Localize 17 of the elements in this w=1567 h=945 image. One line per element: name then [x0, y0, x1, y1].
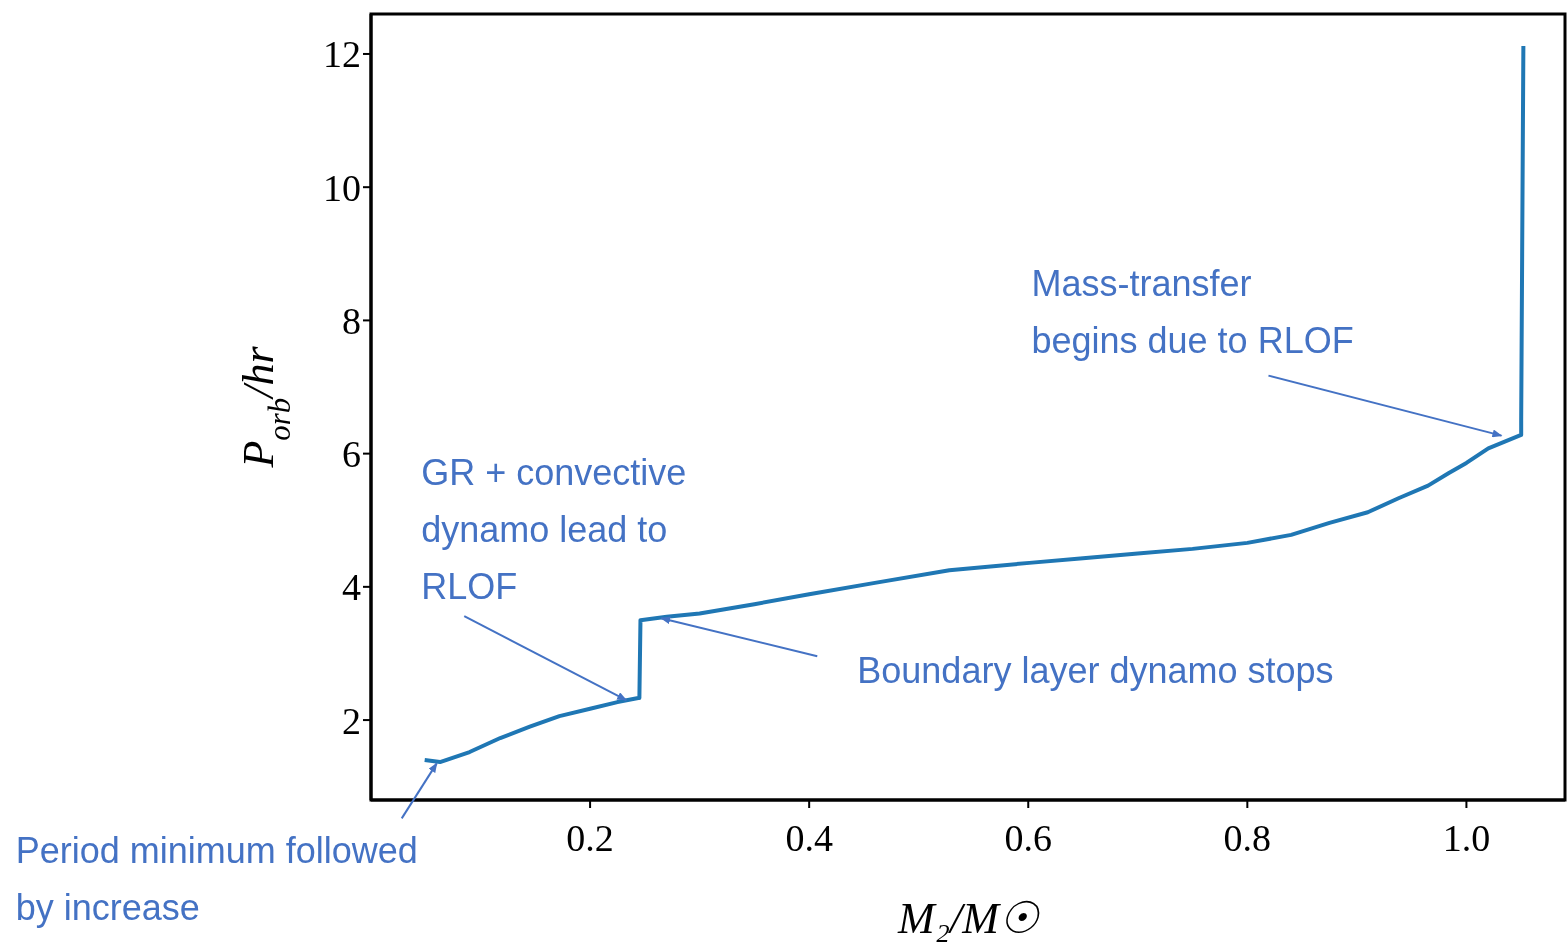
annotation: GR + convective dynamo lead to RLOF [421, 452, 687, 608]
x-tick-label: 1.0 [1442, 816, 1491, 859]
x-tick-label: 0.4 [785, 816, 833, 859]
y-tick-label: 6 [342, 433, 361, 476]
y-tick-label: 2 [342, 699, 361, 742]
x-tick-label: 0.2 [566, 816, 614, 859]
x-tick-label: 0.6 [1004, 816, 1052, 859]
annotation: Mass-transfer begins due to RLOF [1031, 262, 1354, 361]
annotation: Boundary layer dynamo stops [857, 650, 1334, 692]
x-tick-label: 0.8 [1223, 816, 1272, 859]
y-tick-label: 10 [323, 166, 361, 209]
x-axis-title: M₂/M☉ [897, 894, 1040, 943]
y-tick-label: 4 [342, 566, 361, 609]
y-tick-label: 12 [323, 33, 361, 76]
y-tick-label: 8 [342, 299, 361, 342]
annotation: Period minimum followed by increase [15, 830, 418, 929]
line-series [422, 43, 1526, 765]
